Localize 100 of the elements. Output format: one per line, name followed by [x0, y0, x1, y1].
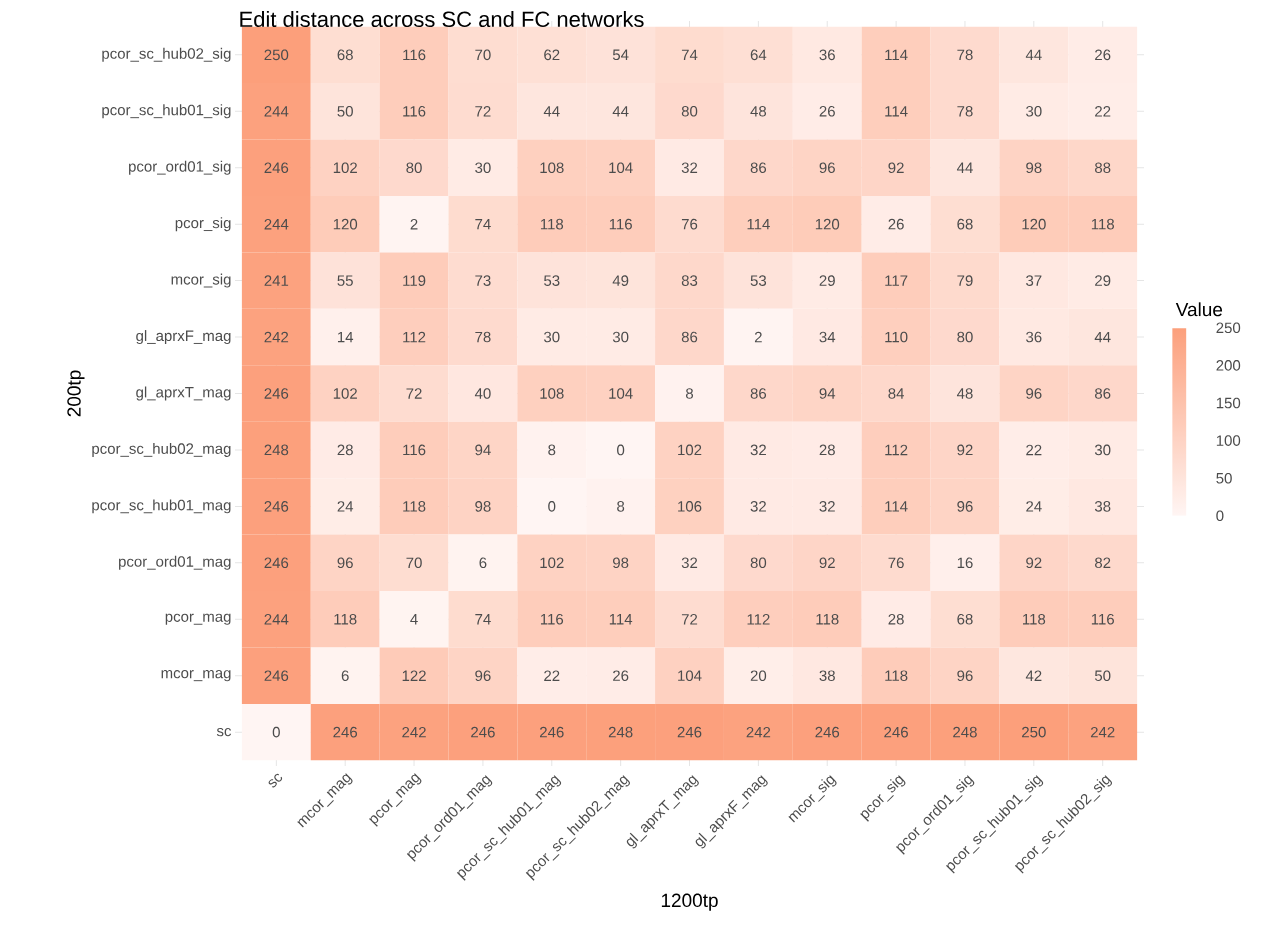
data-label: 70	[475, 49, 491, 61]
data-label: 42	[1025, 670, 1042, 681]
data-label: 28	[337, 444, 353, 456]
data-label: 68	[337, 49, 353, 61]
data-label: 96	[957, 670, 973, 681]
data-label: 242	[1090, 726, 1115, 738]
data-label: 0	[548, 501, 556, 512]
data-label: 246	[884, 726, 908, 738]
color-bar-label: 200	[1216, 360, 1241, 371]
data-label: 44	[956, 162, 973, 173]
data-label: 50	[337, 105, 353, 117]
chart-title: Edit distance across SC and FC networks	[240, 10, 644, 28]
data-label: 24	[1026, 501, 1042, 512]
data-label: 55	[337, 275, 353, 286]
data-label: 246	[264, 388, 289, 399]
x-tick-label: sc	[268, 773, 283, 788]
data-label: 98	[613, 557, 629, 569]
data-label: 24	[337, 501, 354, 512]
data-label: 30	[1026, 105, 1042, 117]
data-label: 37	[1026, 275, 1042, 286]
data-label: 92	[957, 444, 973, 456]
data-label: 92	[819, 557, 835, 569]
data-label: 76	[888, 557, 904, 569]
data-label: 114	[747, 219, 770, 230]
data-label: 83	[681, 275, 698, 286]
data-label: 248	[264, 444, 289, 456]
data-label: 248	[608, 726, 633, 738]
data-label: 118	[540, 218, 564, 230]
data-label: 72	[475, 106, 491, 117]
data-label: 88	[1095, 162, 1111, 174]
data-label: 50	[1094, 670, 1111, 681]
data-label: 78	[957, 105, 973, 117]
y-axis-title: 200tp	[67, 370, 85, 417]
data-label: 32	[819, 501, 835, 512]
color-bar-title: Value	[1175, 302, 1223, 317]
color-bar-label: 50	[1216, 472, 1232, 484]
data-label: 94	[475, 444, 491, 456]
data-label: 242	[264, 331, 289, 343]
data-label: 104	[609, 162, 633, 174]
data-label: 114	[609, 614, 633, 625]
data-label: 16	[957, 557, 973, 569]
data-label: 36	[819, 49, 835, 61]
data-label: 96	[1026, 388, 1042, 399]
data-label: 44	[543, 106, 560, 117]
data-label: 49	[612, 275, 629, 286]
data-label: 8	[548, 444, 556, 456]
data-label: 102	[678, 444, 702, 456]
data-label: 108	[540, 388, 564, 399]
data-label: 114	[885, 106, 908, 117]
data-label: 119	[403, 275, 426, 286]
y-tick-label: pcor_ord01_mag	[119, 555, 231, 570]
data-label: 114	[885, 49, 908, 61]
data-label: 122	[402, 670, 426, 681]
data-label: 102	[333, 162, 357, 174]
y-tick-label: pcor_mag	[165, 613, 231, 625]
color-bar-label: 150	[1216, 397, 1241, 409]
data-label: 86	[1095, 388, 1111, 399]
data-label: 0	[617, 444, 625, 456]
data-label: 112	[885, 444, 908, 456]
data-label: 32	[681, 162, 698, 174]
data-label: 250	[1022, 726, 1046, 738]
data-label: 53	[544, 275, 560, 286]
data-label: 80	[406, 162, 422, 174]
data-label: 246	[471, 726, 495, 738]
y-tick-label: mcor_sig	[171, 273, 231, 288]
data-label: 30	[612, 331, 629, 343]
y-tick-label: pcor_sc_hub01_mag	[92, 499, 231, 514]
data-label: 112	[403, 331, 426, 343]
data-label: 72	[406, 388, 422, 399]
data-label: 98	[1026, 162, 1042, 174]
y-tick-label: pcor_sc_hub02_mag	[92, 442, 231, 457]
data-label: 120	[815, 218, 840, 230]
data-label: 86	[750, 162, 767, 174]
data-label: 96	[475, 670, 491, 681]
data-label: 246	[677, 726, 702, 738]
data-label: 28	[819, 444, 835, 456]
data-label: 26	[1095, 49, 1111, 61]
data-label: 32	[750, 444, 766, 456]
data-label: 110	[885, 331, 908, 343]
data-label: 120	[1022, 218, 1046, 230]
data-label: 74	[681, 49, 698, 61]
data-label: 246	[540, 726, 564, 738]
data-label: 68	[957, 613, 973, 625]
data-label: 14	[337, 331, 354, 343]
data-label: 6	[341, 670, 349, 681]
data-label: 29	[1095, 275, 1111, 286]
data-label: 30	[475, 162, 491, 174]
data-label: 36	[1026, 331, 1042, 343]
y-tick-label: mcor_mag	[161, 670, 231, 682]
data-label: 32	[681, 557, 698, 569]
data-label: 44	[1094, 331, 1111, 343]
data-label: 118	[1091, 218, 1114, 230]
data-label: 48	[956, 388, 973, 399]
data-label: 106	[678, 501, 702, 512]
data-label: 116	[609, 218, 632, 230]
data-label: 44	[612, 106, 629, 117]
data-label: 78	[475, 331, 491, 343]
data-label: 117	[885, 275, 908, 286]
data-label: 53	[750, 275, 767, 286]
data-label: 92	[1026, 557, 1042, 569]
